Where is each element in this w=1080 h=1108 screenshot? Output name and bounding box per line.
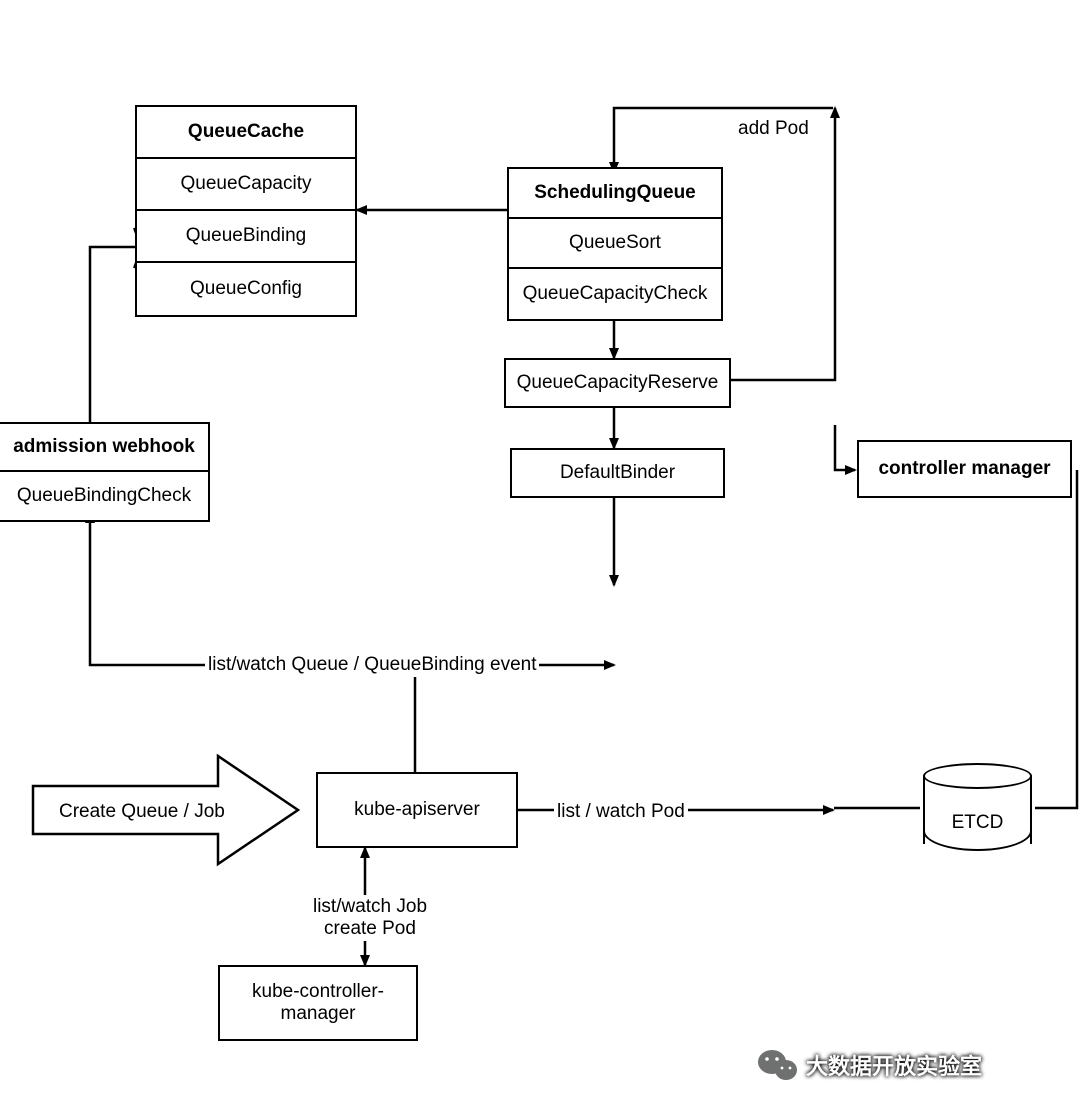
queue-cache-row-1: QueueBinding <box>137 211 355 263</box>
etcd-cylinder: ETCD <box>923 763 1032 857</box>
scheduling-queue-box: SchedulingQueue QueueSort QueueCapacityC… <box>507 167 723 321</box>
admission-webhook-box: admission webhook QueueBindingCheck <box>0 422 210 522</box>
scheduling-queue-row-1: QueueCapacityCheck <box>509 269 721 319</box>
scheduling-queue-header: SchedulingQueue <box>509 169 721 219</box>
controller-manager-label: controller manager <box>878 458 1050 480</box>
create-queue-job-label: Create Queue / Job <box>56 800 228 824</box>
queue-capacity-reserve-box: QueueCapacityReserve <box>504 358 731 408</box>
kube-apiserver-label: kube-apiserver <box>354 799 480 821</box>
kube-apiserver-box: kube-apiserver <box>316 772 518 848</box>
watermark-text: 大数据开放实验室 <box>806 1049 982 1081</box>
admission-webhook-header: admission webhook <box>0 424 208 472</box>
queue-cache-header: QueueCache <box>137 107 355 159</box>
controller-manager-box: controller manager <box>857 440 1072 498</box>
default-binder-box: DefaultBinder <box>510 448 725 498</box>
default-binder-label: DefaultBinder <box>560 462 675 484</box>
admission-webhook-row-0: QueueBindingCheck <box>0 472 208 520</box>
watermark: 大数据开放实验室 <box>758 1048 982 1082</box>
queue-cache-box: QueueCache QueueCapacity QueueBinding Qu… <box>135 105 357 317</box>
queue-cache-row-2: QueueConfig <box>137 263 355 315</box>
queue-capacity-reserve-label: QueueCapacityReserve <box>517 372 719 394</box>
kube-controller-manager-label: kube-controller- manager <box>252 981 384 1025</box>
etcd-label: ETCD <box>923 812 1032 834</box>
list-watch-job-label: list/watch Job create Pod <box>290 895 450 941</box>
queue-cache-row-0: QueueCapacity <box>137 159 355 211</box>
list-watch-queue-label: list/watch Queue / QueueBinding event <box>205 653 539 677</box>
scheduling-queue-row-0: QueueSort <box>509 219 721 269</box>
list-watch-pod-label: list / watch Pod <box>554 800 688 824</box>
kube-controller-manager-box: kube-controller- manager <box>218 965 418 1041</box>
wechat-icon <box>758 1048 798 1082</box>
add-pod-label: add Pod <box>735 117 812 141</box>
